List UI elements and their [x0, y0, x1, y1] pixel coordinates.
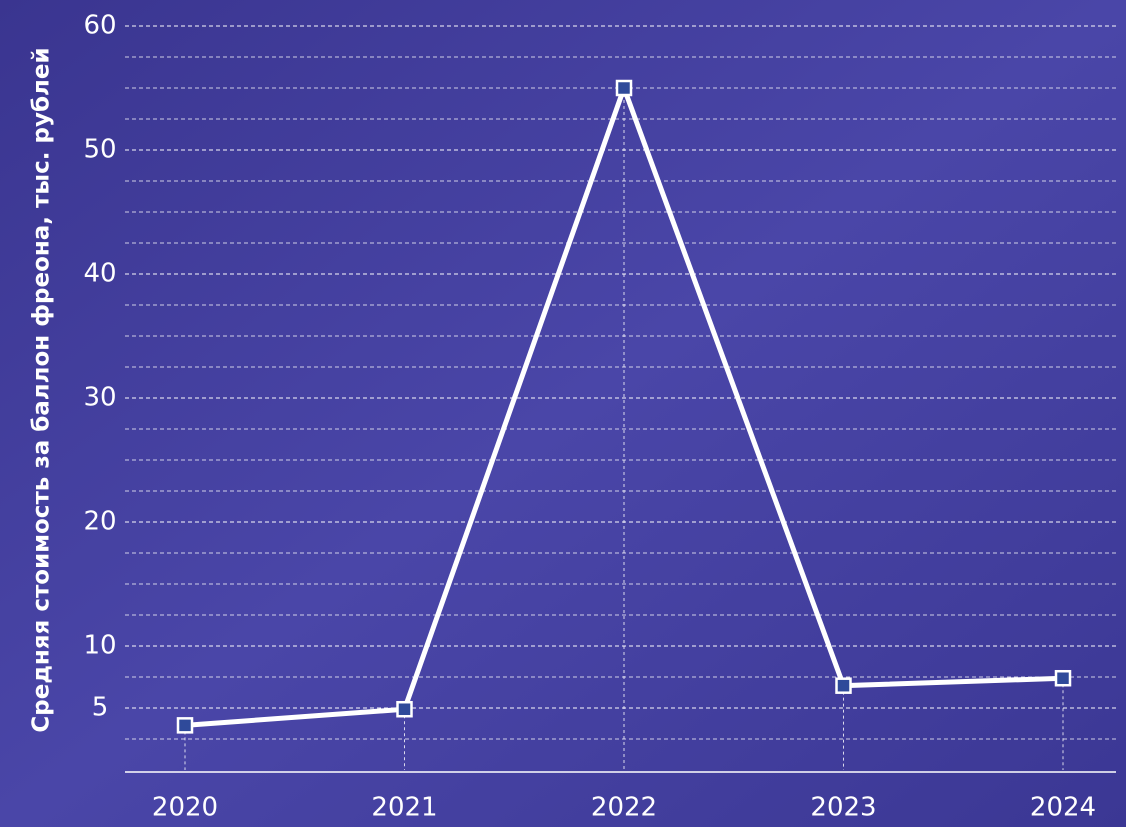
- marker: [615, 79, 633, 97]
- x-tick-label: 2022: [591, 793, 657, 823]
- x-tick-label: 2023: [810, 793, 876, 823]
- y-axis-label: Средняя стоимость за баллон фреона, тыс.…: [29, 47, 55, 732]
- y-tick-label: 5: [92, 693, 109, 723]
- marker: [835, 677, 852, 694]
- y-tick-label: 30: [83, 383, 116, 413]
- y-tick-label: 10: [83, 631, 116, 661]
- x-tick-label: 2024: [1030, 793, 1096, 823]
- y-tick-label: 60: [83, 11, 116, 41]
- y-tick-label: 50: [83, 135, 116, 165]
- marker: [176, 717, 194, 734]
- marker: [1054, 669, 1072, 687]
- marker: [396, 700, 413, 718]
- x-tick-label: 2020: [152, 793, 218, 823]
- x-tick-label: 2021: [371, 793, 437, 823]
- y-tick-label: 40: [83, 259, 116, 289]
- y-tick-label: 20: [83, 507, 116, 537]
